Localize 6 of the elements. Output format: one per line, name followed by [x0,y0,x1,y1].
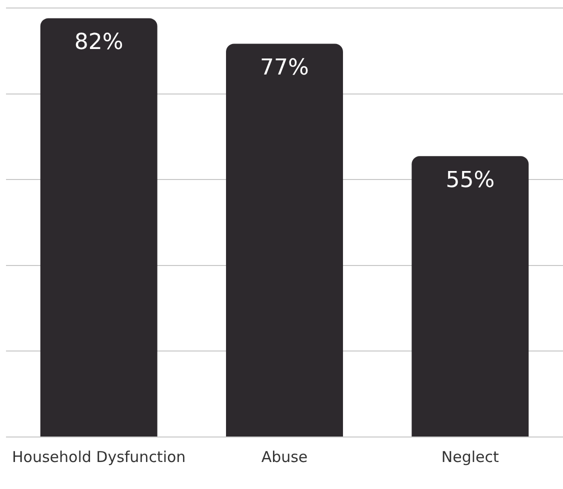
data-label: 77% [260,55,309,80]
x-tick-label: Household Dysfunction [12,448,186,466]
x-tick-label: Neglect [441,448,500,466]
x-tick-label: Abuse [261,448,308,466]
data-label: 82% [74,30,124,55]
data-label: 55% [446,168,495,193]
